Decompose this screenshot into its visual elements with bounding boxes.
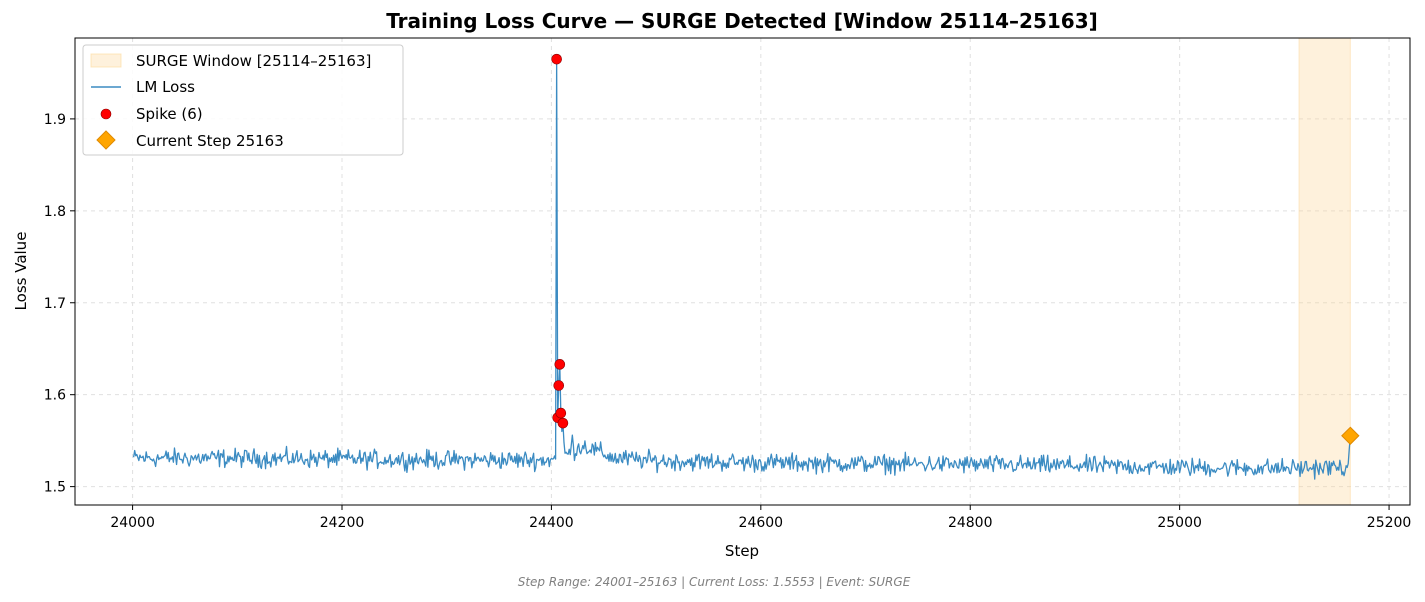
legend-box (82, 44, 404, 156)
axes-frame (74, 37, 1411, 506)
y-axis-label: Loss Value (12, 232, 30, 311)
spike-point (555, 407, 567, 419)
legend-swatch-spike (100, 108, 112, 120)
grid-lines (75, 38, 1410, 505)
series-group (132, 58, 1351, 480)
chart-title: Training Loss Curve — SURGE Detected [Wi… (386, 9, 1098, 33)
x-tick-label: 24800 (948, 515, 993, 531)
legend-swatch-surge-window (90, 53, 122, 68)
legend-label-current-step: Current Step 25163 (136, 132, 284, 150)
x-tick-label: 24000 (110, 515, 155, 531)
markers-group (551, 53, 1360, 445)
y-tick-label: 1.8 (44, 204, 66, 220)
x-tick-label: 25200 (1367, 515, 1412, 531)
y-ticks: 1.5 1.6 1.7 1.8 1.9 (44, 112, 75, 496)
x-tick-label: 24600 (739, 515, 784, 531)
x-ticks: 24000 24200 24400 24600 24800 25000 25200 (110, 505, 1411, 531)
lm-loss-line (132, 58, 1351, 480)
spike-point (557, 417, 569, 429)
legend-label-lm-loss: LM Loss (136, 78, 195, 96)
x-tick-label: 25000 (1157, 515, 1202, 531)
legend-swatch-current-step (96, 130, 116, 150)
current-step-marker (1341, 426, 1360, 445)
x-tick-label: 24200 (320, 515, 365, 531)
x-tick-label: 24400 (529, 515, 574, 531)
x-axis-label: Step (725, 542, 759, 560)
spike-point (551, 53, 562, 65)
y-tick-label: 1.6 (44, 388, 66, 404)
axes-border (74, 37, 1411, 506)
spike-point (554, 359, 566, 370)
spike-point (553, 380, 565, 391)
y-tick-label: 1.5 (44, 480, 66, 496)
footer-summary: Step Range: 24001–25163 | Current Loss: … (518, 575, 911, 589)
y-tick-label: 1.7 (44, 296, 66, 312)
legend-label-surge-window: SURGE Window [25114–25163] (136, 52, 371, 70)
y-tick-label: 1.9 (44, 112, 66, 128)
legend-label-spike: Spike (6) (136, 105, 203, 123)
legend: SURGE Window [25114–25163] LM Loss Spike… (82, 44, 404, 156)
